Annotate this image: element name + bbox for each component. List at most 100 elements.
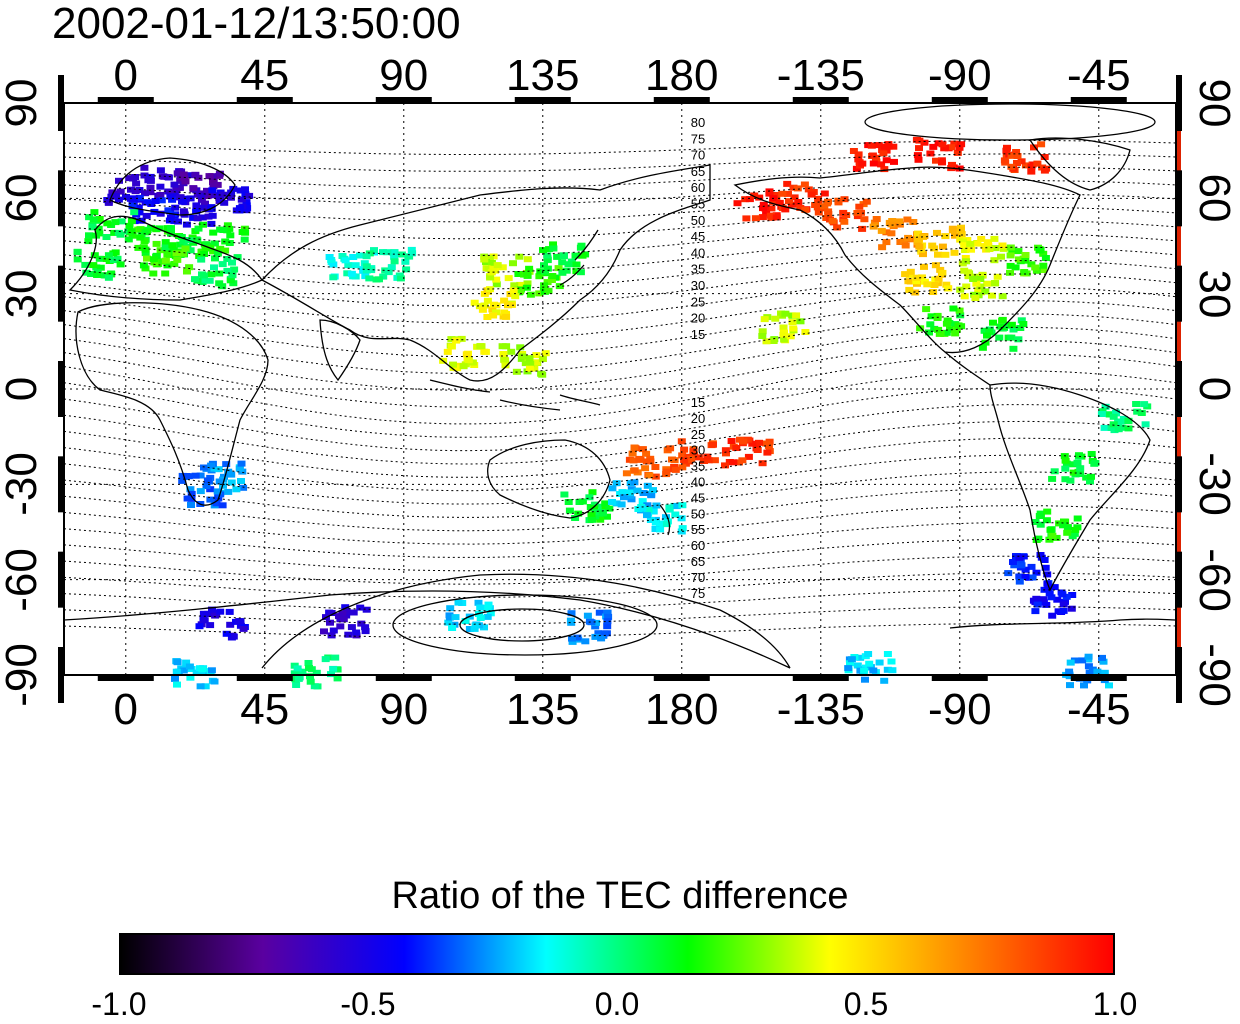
tec-cell [590, 501, 599, 508]
tec-cell [226, 621, 235, 628]
tec-cell [750, 192, 759, 199]
tec-cell [205, 173, 214, 180]
tec-cell [338, 253, 347, 259]
tec-cell [294, 675, 303, 682]
top-tick-label: 135 [506, 51, 580, 100]
tec-cell [487, 269, 496, 276]
tec-cell [1075, 452, 1083, 459]
tec-cell [913, 236, 922, 243]
tec-cell [483, 613, 492, 620]
tec-cell [108, 189, 117, 196]
tec-cell [853, 662, 862, 669]
tec-cell [1014, 336, 1023, 343]
tec-cell [793, 185, 802, 192]
tec-cell [103, 220, 112, 227]
tec-cell [915, 243, 924, 250]
tec-cell [900, 238, 909, 245]
tec-cell [339, 616, 348, 623]
tec-cell [216, 608, 225, 615]
tec-cell [484, 601, 493, 608]
tec-cell [887, 221, 896, 228]
tec-patch [73, 248, 125, 281]
tec-cell [887, 230, 896, 237]
tec-cell [384, 269, 393, 276]
colorbar-tick-label: 0.0 [594, 986, 640, 1022]
tec-cell [1087, 473, 1095, 480]
tec-cell [107, 271, 116, 278]
tec-cell [1039, 262, 1048, 269]
tec-cell [942, 329, 951, 336]
contour-label: 40 [691, 245, 705, 260]
magnetic-latitude-contour [63, 233, 1177, 273]
tec-cell [1088, 666, 1097, 673]
tec-cell [379, 273, 388, 280]
tec-cell [464, 357, 473, 364]
tec-cell [390, 253, 399, 260]
tec-cell [320, 628, 328, 635]
tec-cell [104, 252, 113, 259]
tec-cell [157, 197, 166, 204]
tec-cell [480, 624, 488, 631]
tec-cell [941, 251, 950, 258]
tec-patch [721, 436, 774, 469]
tec-cell [547, 277, 556, 283]
tec-cell [453, 365, 462, 372]
tec-cell [959, 238, 967, 245]
tec-cell [954, 322, 963, 329]
tec-cell [509, 287, 518, 294]
tec-cell [516, 288, 525, 295]
contour-label: 20 [691, 311, 705, 326]
tec-cell [957, 231, 966, 238]
tec-cell [875, 659, 884, 666]
tec-cell [862, 198, 871, 205]
magnetic-latitude-contour [63, 471, 1177, 518]
tec-cell [860, 667, 869, 674]
tec-cell [941, 144, 949, 151]
magnetic-latitude-contour [63, 488, 1177, 532]
tec-cell [397, 251, 406, 258]
tec-cell [443, 348, 452, 355]
tec-cell [209, 248, 218, 255]
tec-cell [814, 195, 823, 202]
tec-cell [1133, 408, 1142, 415]
tec-cell [1047, 594, 1056, 601]
tec-cell [767, 205, 776, 212]
tec-patch [197, 221, 250, 257]
tec-cell [484, 265, 493, 272]
tec-cell [568, 638, 577, 645]
tec-cell [722, 450, 730, 457]
tec-cell [948, 225, 957, 232]
magnetic-latitude-contour [63, 387, 1177, 452]
tec-cell [949, 305, 958, 312]
tec-cell [131, 188, 140, 195]
tec-cell [379, 249, 387, 256]
tec-cell [625, 489, 634, 496]
tec-cell [390, 258, 399, 265]
tec-cell [620, 494, 628, 501]
tec-cell [792, 312, 801, 319]
tec-cell [977, 235, 986, 242]
tec-cell [629, 457, 638, 464]
frame-tick-mark [58, 75, 64, 131]
tec-cell [543, 279, 552, 286]
tec-cell [778, 190, 787, 197]
tec-cell [93, 272, 102, 278]
tec-cell [535, 273, 544, 280]
tec-cell [1015, 256, 1023, 263]
tec-cell [811, 202, 820, 208]
tec-cell [156, 167, 165, 174]
tec-cell [915, 145, 923, 152]
tec-cell [85, 214, 94, 221]
tec-cell [964, 273, 973, 280]
tec-cell [645, 472, 654, 479]
tec-cell [178, 477, 187, 484]
tec-cell [671, 511, 680, 518]
tec-cell [1007, 152, 1016, 159]
tec-cell [329, 274, 338, 281]
tec-cell [598, 510, 607, 517]
tec-cell [114, 229, 123, 236]
frame-tick-mark [653, 97, 710, 103]
tec-cell [532, 352, 541, 359]
tec-cell [991, 245, 1000, 252]
timestamp-label: 2002-01-12/13:50:00 [52, 0, 461, 48]
